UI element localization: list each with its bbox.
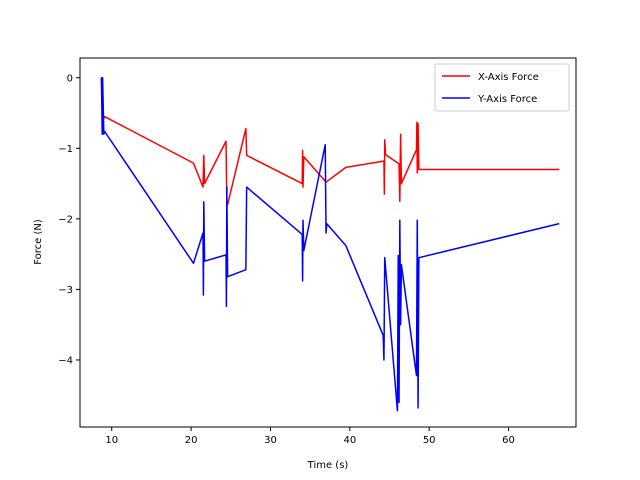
series-line-1 xyxy=(100,77,560,412)
x-tick-label: 50 xyxy=(423,435,436,446)
y-tick-label: −1 xyxy=(58,144,73,155)
x-tick-label: 60 xyxy=(502,435,515,446)
legend: X-Axis Force Y-Axis Force xyxy=(434,63,570,112)
x-tick-label: 20 xyxy=(185,435,198,446)
x-axis-ticks: 10 20 30 40 50 60 xyxy=(105,427,515,446)
x-tick-label: 40 xyxy=(343,435,356,446)
plot-frame xyxy=(79,57,577,428)
y-tick-label: 0 xyxy=(67,73,73,84)
series-lines xyxy=(100,76,560,412)
x-tick-label: 30 xyxy=(264,435,277,446)
legend-label-y-axis-force: Y-Axis Force xyxy=(477,94,537,105)
y-axis-title: Force (N) xyxy=(33,219,44,265)
legend-label-x-axis-force: X-Axis Force xyxy=(478,72,539,83)
x-axis-title: Time (s) xyxy=(307,460,349,471)
series-line-0 xyxy=(100,76,560,206)
x-tick-label: 10 xyxy=(105,435,118,446)
y-tick-label: −4 xyxy=(58,355,73,366)
y-axis-ticks: 0 −1 −2 −3 −4 xyxy=(58,73,80,366)
plot-background xyxy=(80,58,576,427)
y-tick-label: −3 xyxy=(58,285,73,296)
y-tick-label: −2 xyxy=(58,214,73,225)
